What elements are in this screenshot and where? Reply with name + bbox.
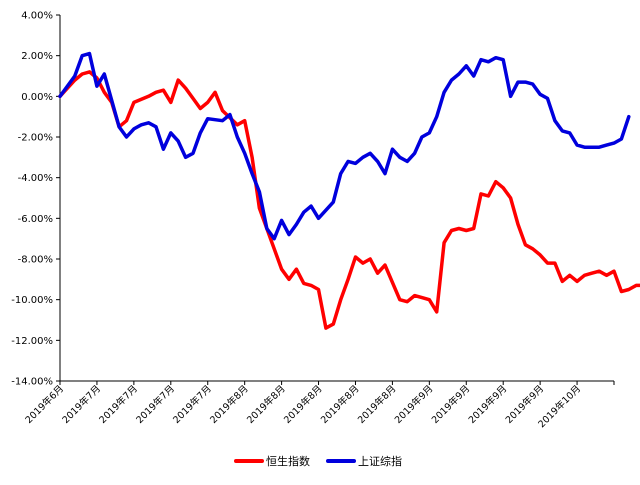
y-tick-label: 2.00% [21,51,53,62]
y-tick-label: -14.00% [11,377,53,388]
legend-label-hsi: 恒生指数 [266,454,310,468]
legend: 恒生指数 上证综指 [234,454,402,468]
y-axis: 4.00% 2.00% 0.00% -2.00% -4.00% -6.00% -8.00% -… [11,11,61,388]
x-tick-label: 2019年8月 [281,383,324,426]
y-tick-label: 4.00% [21,11,53,22]
x-tick-label: 2019年9月 [392,383,435,426]
x-axis: 2019年6月2019年7月2019年7月2019年7月2019年7月2019年… [23,380,615,430]
x-tick-label: 2019年9月 [429,383,472,426]
series-line-sci [58,51,631,241]
x-tick-label: 2019年8月 [244,383,287,426]
x-tick-label: 2019年8月 [207,383,250,426]
x-tick-label: 2019年8月 [318,383,361,426]
series-lines [58,51,640,330]
x-tick-label: 2019年7月 [97,383,140,426]
y-tick-label: -4.00% [18,173,53,184]
x-tick-label: 2019年6月 [23,383,66,426]
x-tick-label: 2019年7月 [60,383,103,426]
y-tick-label: -6.00% [18,214,53,225]
y-tick-label: -10.00% [11,295,53,306]
x-tick-label: 2019年9月 [466,383,509,426]
y-tick-label: 0.00% [21,92,53,103]
x-tick-label: 2019年7月 [171,383,214,426]
y-tick-label: -12.00% [11,336,53,347]
y-tick-label: -8.00% [18,255,53,266]
x-tick-label: 2019年7月 [134,383,177,426]
x-tick-label: 2019年8月 [355,383,398,426]
legend-label-sci: 上证综指 [358,454,402,468]
series-line-hsi [58,70,640,330]
y-tick-label: -2.00% [18,133,53,144]
